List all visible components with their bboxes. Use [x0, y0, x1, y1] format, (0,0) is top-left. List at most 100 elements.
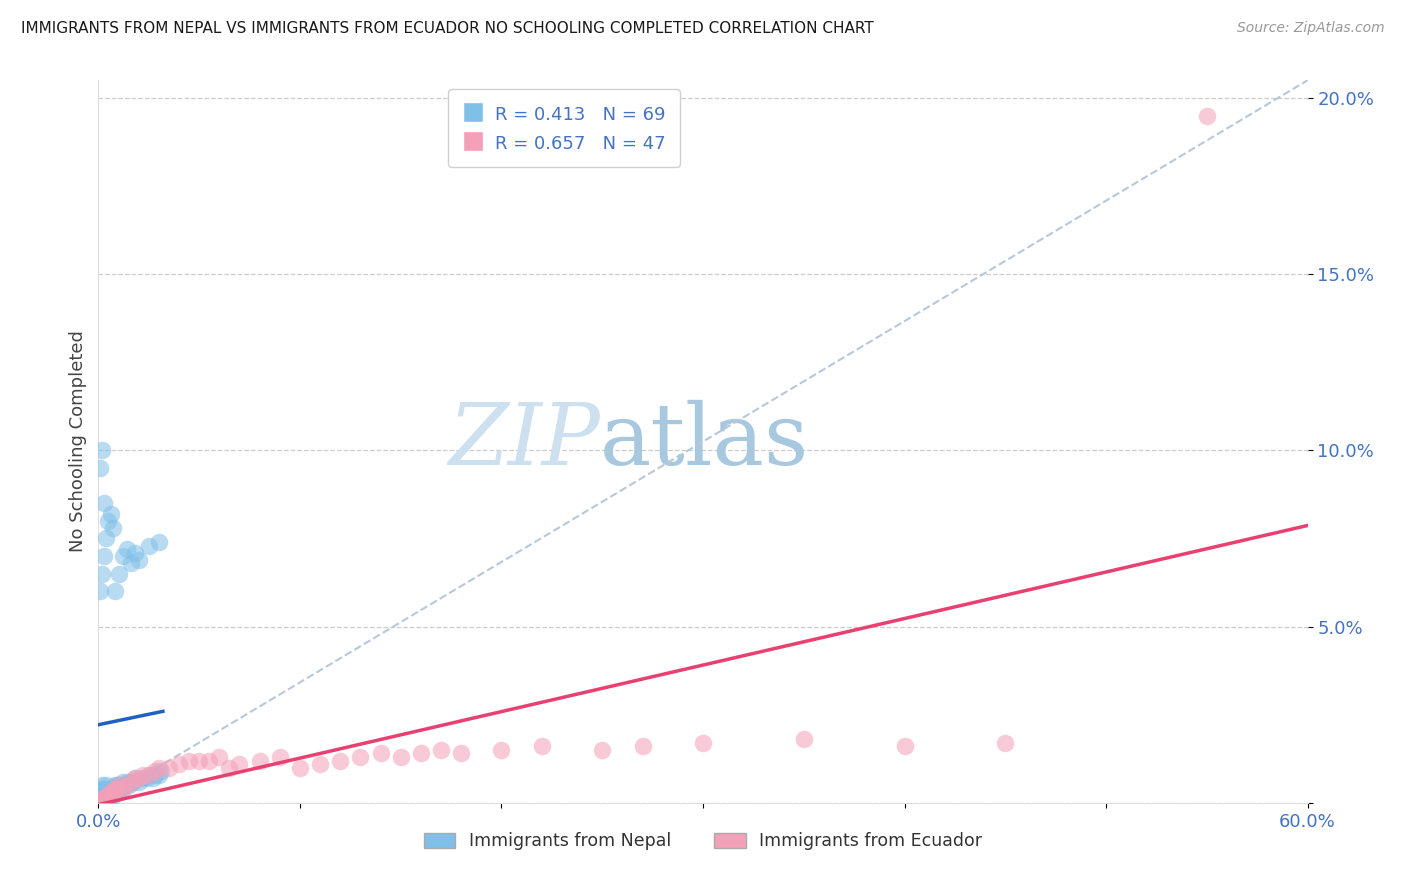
Point — [389, 750, 412, 764]
Point — [138, 767, 160, 781]
Legend: Immigrants from Nepal, Immigrants from Ecuador: Immigrants from Nepal, Immigrants from E… — [415, 824, 991, 859]
Point — [120, 774, 142, 789]
Point — [124, 771, 146, 785]
Point — [93, 781, 115, 796]
Point — [103, 781, 125, 796]
Point — [138, 767, 160, 781]
Point — [128, 552, 150, 566]
Point — [91, 796, 114, 810]
Point — [100, 789, 122, 803]
Point — [288, 760, 311, 774]
Point — [96, 789, 118, 803]
Point — [105, 778, 128, 792]
Text: ZIP: ZIP — [449, 401, 600, 483]
Point — [111, 781, 134, 796]
Point — [111, 549, 134, 563]
Point — [89, 792, 111, 806]
Point — [91, 792, 114, 806]
Point — [101, 785, 124, 799]
Point — [101, 521, 124, 535]
Point — [115, 542, 138, 557]
Point — [91, 566, 114, 581]
Point — [115, 774, 138, 789]
Point — [105, 785, 128, 799]
Point — [249, 754, 271, 768]
Point — [100, 507, 122, 521]
Point — [128, 771, 150, 785]
Point — [208, 750, 231, 764]
Point — [107, 566, 129, 581]
Point — [148, 767, 170, 781]
Point — [135, 771, 157, 785]
Point — [114, 778, 136, 792]
Point — [188, 754, 211, 768]
Point — [118, 778, 141, 792]
Point — [96, 785, 118, 799]
Point — [143, 767, 166, 781]
Point — [103, 584, 125, 599]
Point — [107, 778, 129, 792]
Point — [89, 785, 111, 799]
Point — [93, 792, 115, 806]
Point — [430, 743, 453, 757]
Point — [105, 781, 128, 796]
Point — [91, 792, 114, 806]
Point — [128, 774, 150, 789]
Point — [101, 781, 124, 796]
Point — [97, 789, 120, 803]
Point — [93, 549, 115, 563]
Point — [124, 545, 146, 559]
Point — [1195, 109, 1218, 123]
Point — [89, 796, 111, 810]
Point — [97, 785, 120, 799]
Point — [100, 785, 122, 799]
Point — [97, 514, 120, 528]
Point — [96, 789, 118, 803]
Point — [591, 743, 613, 757]
Point — [89, 461, 111, 475]
Point — [107, 785, 129, 799]
Point — [692, 736, 714, 750]
Point — [269, 750, 291, 764]
Point — [631, 739, 654, 754]
Point — [93, 796, 115, 810]
Point — [100, 781, 122, 796]
Point — [120, 556, 142, 570]
Point — [96, 792, 118, 806]
Point — [309, 757, 332, 772]
Point — [329, 754, 352, 768]
Point — [101, 789, 124, 803]
Point — [893, 739, 915, 754]
Point — [111, 781, 134, 796]
Point — [349, 750, 371, 764]
Point — [96, 532, 118, 546]
Point — [132, 767, 155, 781]
Point — [89, 789, 111, 803]
Point — [97, 789, 120, 803]
Point — [107, 778, 129, 792]
Point — [143, 764, 166, 778]
Point — [132, 771, 155, 785]
Point — [149, 764, 172, 778]
Point — [97, 792, 120, 806]
Point — [91, 781, 114, 796]
Point — [148, 760, 170, 774]
Point — [450, 747, 472, 761]
Point — [157, 760, 180, 774]
Point — [530, 739, 553, 754]
Text: IMMIGRANTS FROM NEPAL VS IMMIGRANTS FROM ECUADOR NO SCHOOLING COMPLETED CORRELAT: IMMIGRANTS FROM NEPAL VS IMMIGRANTS FROM… — [21, 21, 875, 37]
Point — [89, 796, 111, 810]
Point — [218, 760, 240, 774]
Point — [167, 757, 190, 772]
Text: Source: ZipAtlas.com: Source: ZipAtlas.com — [1237, 21, 1385, 36]
Point — [142, 771, 165, 785]
Point — [115, 778, 138, 792]
Point — [103, 785, 125, 799]
Point — [793, 732, 815, 747]
Point — [100, 785, 122, 799]
Point — [491, 743, 513, 757]
Point — [148, 535, 170, 549]
Point — [228, 757, 250, 772]
Point — [111, 774, 134, 789]
Point — [198, 754, 221, 768]
